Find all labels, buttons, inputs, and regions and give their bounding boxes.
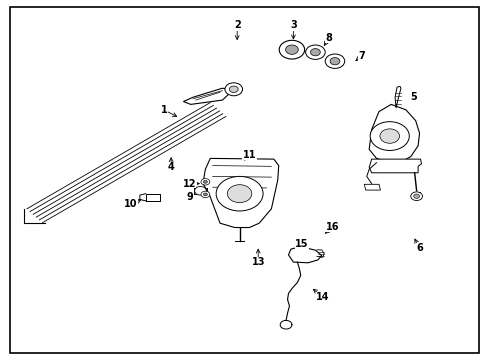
Circle shape: [279, 40, 304, 59]
Circle shape: [203, 180, 207, 183]
Text: 15: 15: [294, 239, 308, 249]
Text: 13: 13: [251, 257, 264, 267]
Circle shape: [369, 122, 408, 150]
Text: 10: 10: [124, 199, 138, 210]
Text: 3: 3: [289, 20, 296, 30]
Circle shape: [194, 186, 206, 195]
Text: 2: 2: [233, 20, 240, 30]
Polygon shape: [183, 88, 232, 104]
Text: 16: 16: [325, 222, 339, 232]
Polygon shape: [203, 158, 278, 228]
Polygon shape: [288, 247, 321, 263]
Circle shape: [201, 191, 209, 198]
Text: 7: 7: [358, 51, 365, 61]
Circle shape: [229, 86, 238, 93]
Circle shape: [305, 45, 325, 59]
Circle shape: [224, 83, 242, 96]
Circle shape: [325, 54, 344, 68]
Polygon shape: [364, 184, 380, 190]
Circle shape: [329, 58, 339, 65]
Circle shape: [201, 179, 209, 185]
Text: 8: 8: [325, 33, 332, 43]
Circle shape: [410, 192, 422, 201]
Circle shape: [216, 176, 263, 211]
Circle shape: [310, 49, 320, 56]
Text: 12: 12: [183, 179, 196, 189]
Text: 14: 14: [315, 292, 329, 302]
Text: 1: 1: [160, 105, 167, 115]
Circle shape: [379, 129, 399, 143]
Text: 9: 9: [186, 192, 193, 202]
Text: 4: 4: [167, 162, 174, 172]
Circle shape: [227, 185, 251, 203]
Text: 5: 5: [409, 92, 416, 102]
Circle shape: [285, 45, 298, 54]
Polygon shape: [368, 159, 421, 173]
Text: 6: 6: [415, 243, 422, 253]
Text: 11: 11: [242, 150, 256, 160]
Polygon shape: [394, 86, 400, 108]
Polygon shape: [368, 104, 419, 163]
Circle shape: [413, 194, 419, 198]
Circle shape: [203, 193, 207, 196]
